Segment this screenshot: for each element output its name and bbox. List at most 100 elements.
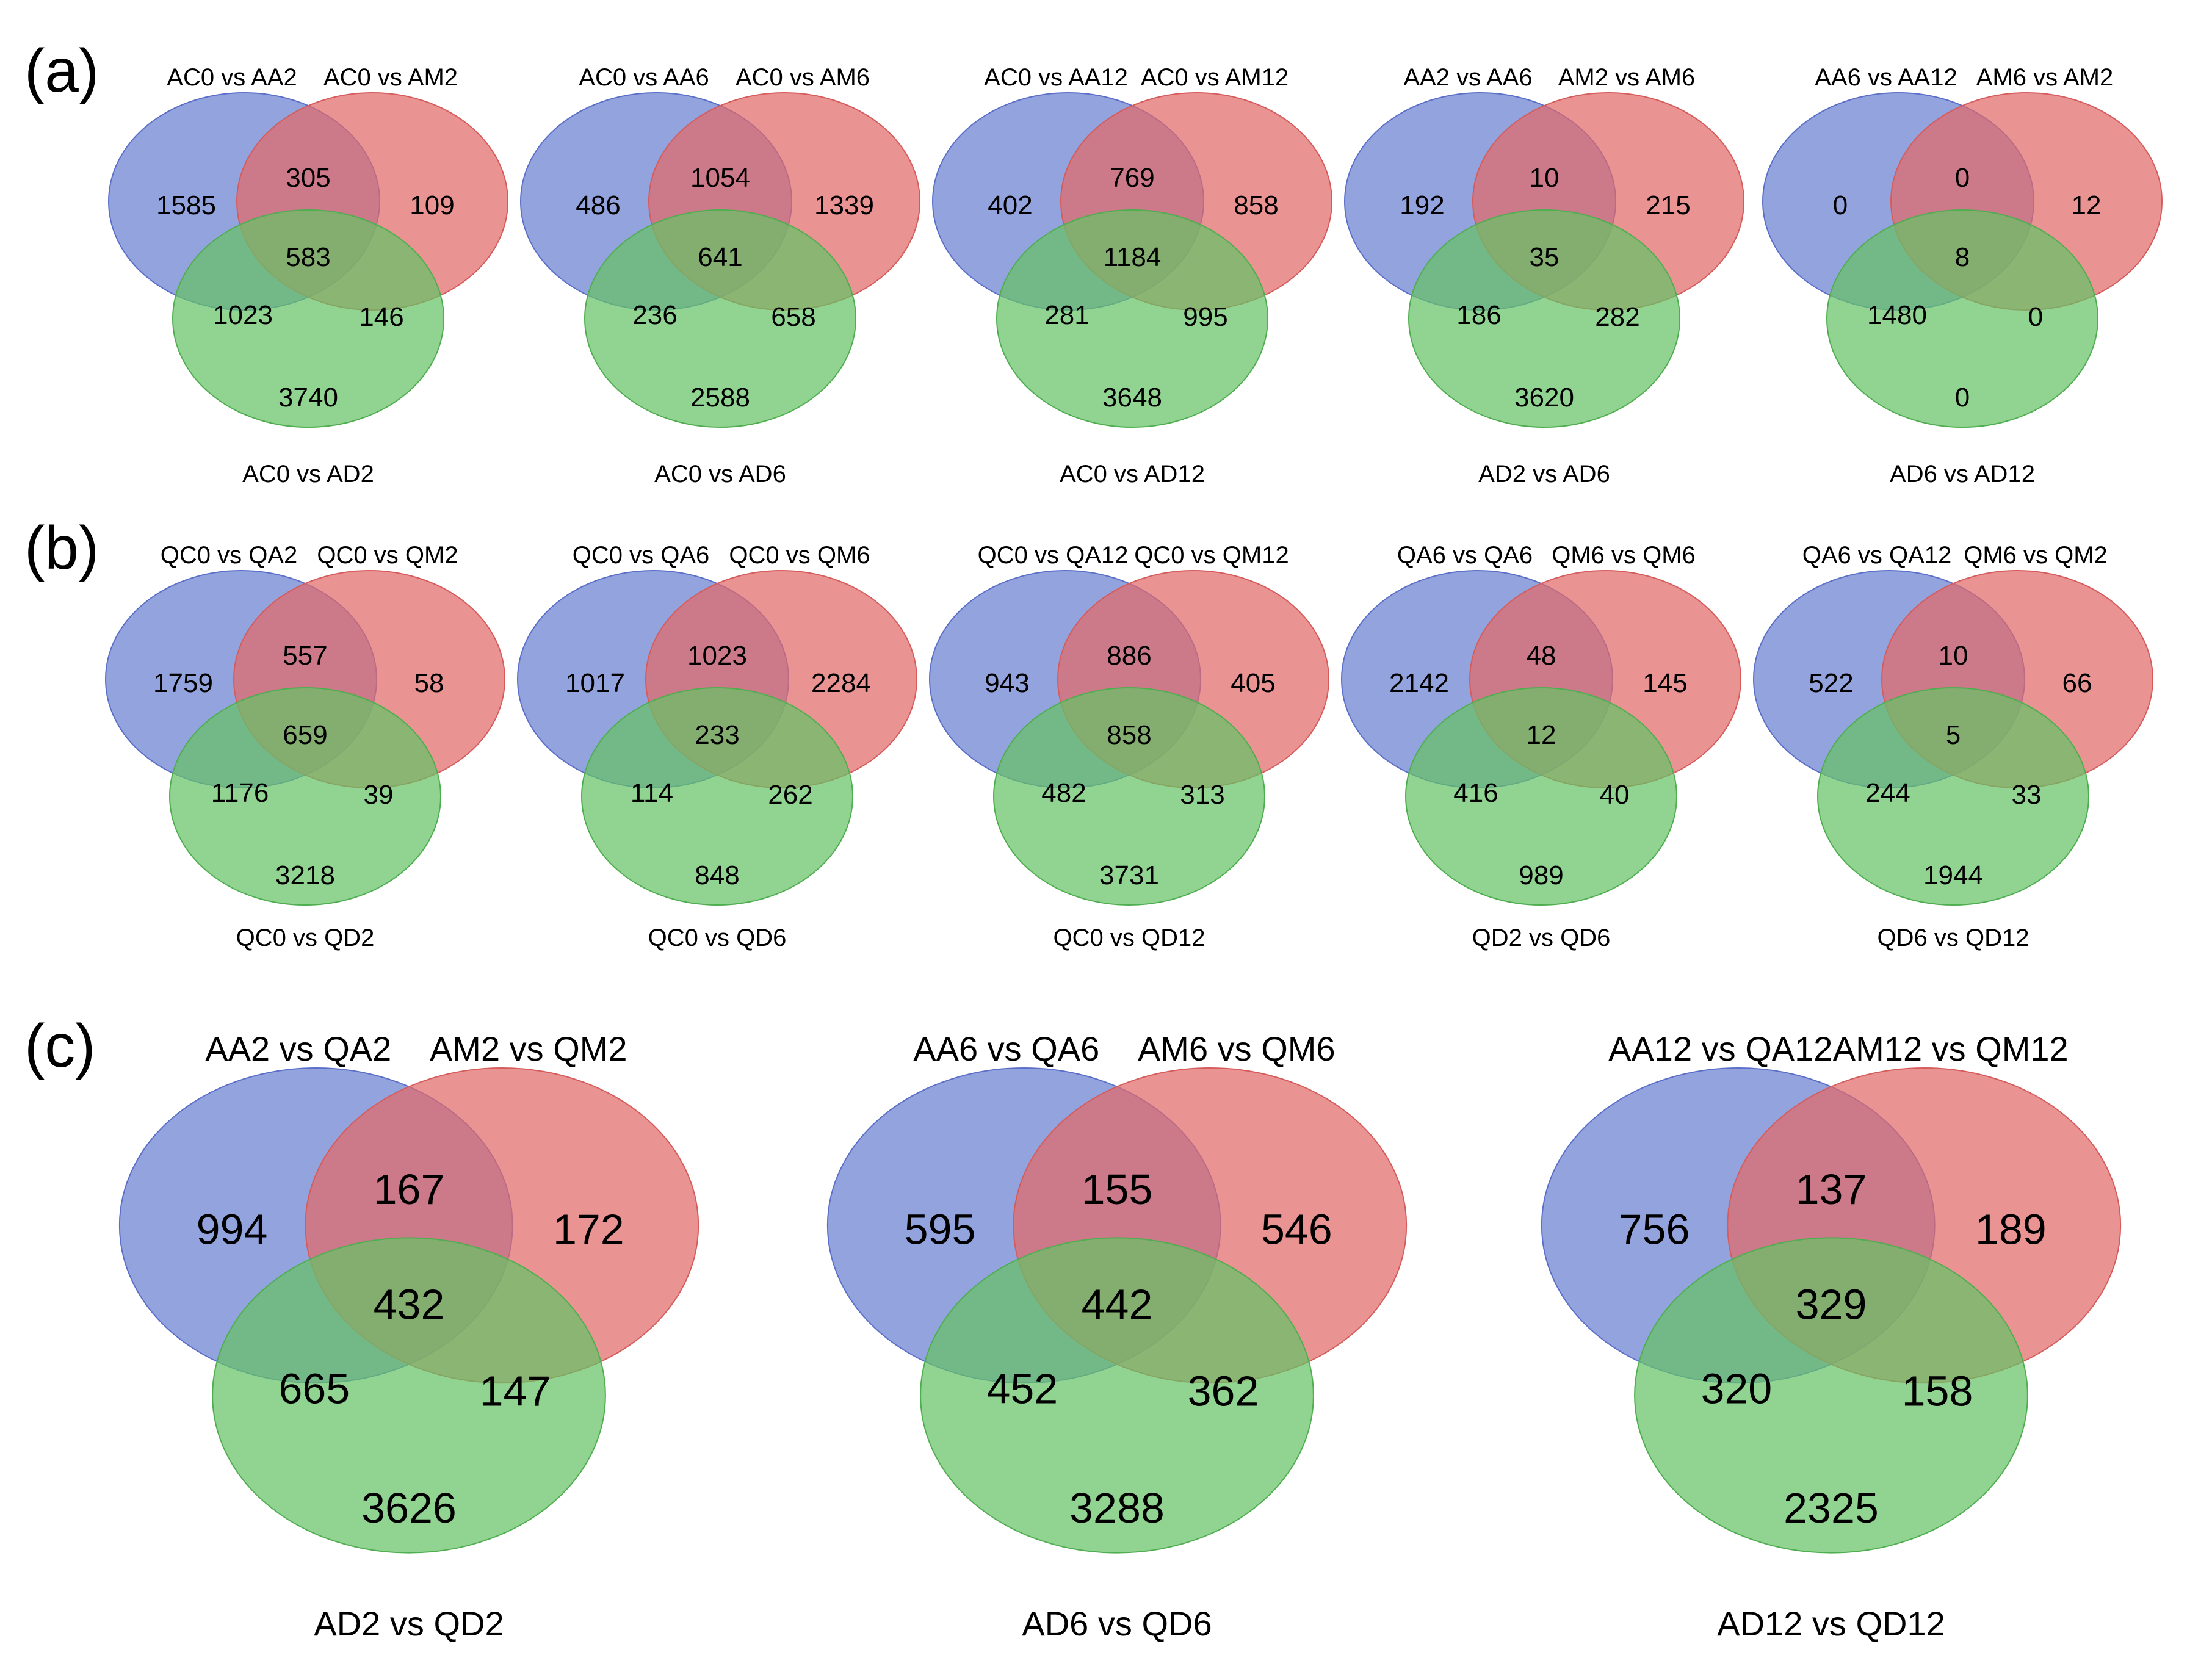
count-ab: 10 [1530, 163, 1560, 193]
count-abc: 1184 [1104, 242, 1162, 272]
count-ab: 305 [286, 163, 330, 193]
count-ac: 1480 [1867, 300, 1927, 330]
count-ab: 1023 [687, 641, 747, 671]
count-ab: 769 [1110, 163, 1154, 193]
count-ac: 452 [986, 1365, 1058, 1412]
set-b-label: QM6 vs QM6 [1552, 542, 1696, 569]
count-ab: 137 [1796, 1166, 1867, 1213]
count-ab: 886 [1107, 641, 1151, 671]
set-c-label: AD6 vs AD12 [1890, 461, 2035, 488]
count-b-only: 58 [414, 668, 444, 698]
panel-letter-c: (c) [24, 1012, 96, 1080]
count-bc: 995 [1183, 302, 1227, 332]
count-ac: 244 [1865, 778, 1910, 808]
venn-2-1: AA6 vs QA6 AM6 vs QM6 AD6 vs QD6 595 155 546 4… [826, 1029, 1408, 1643]
count-a-only: 1017 [565, 668, 625, 698]
set-c-circle [1826, 209, 2098, 428]
count-bc: 313 [1180, 780, 1224, 810]
count-c-only: 3218 [275, 860, 335, 890]
venn-1-4: QA6 vs QA12 QM6 vs QM2 QD6 vs QD12 522 10 66 5… [1753, 542, 2153, 951]
count-ac: 281 [1044, 300, 1089, 330]
count-b-only: 172 [553, 1205, 624, 1253]
set-c-label: AC0 vs AD12 [1060, 461, 1205, 488]
count-bc: 33 [2012, 780, 2042, 810]
count-b-only: 858 [1234, 190, 1278, 220]
count-b-only: 2284 [811, 668, 871, 698]
count-c-only: 3626 [361, 1484, 457, 1532]
set-a-label: AA2 vs QA2 [205, 1029, 391, 1068]
set-b-label: AM2 vs AM6 [1558, 64, 1696, 91]
count-b-only: 405 [1231, 668, 1275, 698]
set-c-circle [212, 1237, 606, 1554]
count-abc: 12 [1527, 720, 1556, 750]
panel-letter-b: (b) [24, 514, 99, 582]
set-c-label: AD2 vs AD6 [1478, 461, 1610, 488]
set-b-label: QC0 vs QM12 [1134, 542, 1289, 569]
set-a-label: AA12 vs QA12 [1608, 1029, 1832, 1068]
count-ac: 186 [1456, 300, 1501, 330]
count-c-only: 2325 [1784, 1484, 1879, 1532]
set-b-label: QC0 vs QM2 [317, 542, 458, 569]
count-abc: 233 [695, 720, 739, 750]
count-bc: 147 [480, 1368, 551, 1415]
set-b-label: AM12 vs QM12 [1833, 1029, 2069, 1068]
count-a-only: 2142 [1389, 668, 1449, 698]
count-c-only: 1944 [1923, 860, 1983, 890]
count-b-only: 546 [1261, 1205, 1332, 1253]
count-c-only: 989 [1519, 860, 1563, 890]
count-b-only: 12 [2072, 190, 2102, 220]
count-ac: 482 [1041, 778, 1086, 808]
count-b-only: 66 [2062, 668, 2092, 698]
set-c-label: AD12 vs QD12 [1717, 1604, 1945, 1643]
set-c-circle [1408, 209, 1680, 428]
set-a-label: QA6 vs QA12 [1802, 542, 1952, 569]
set-b-label: AC0 vs AM6 [736, 64, 870, 91]
set-a-label: AC0 vs AA2 [167, 64, 297, 91]
set-b-label: AC0 vs AM12 [1141, 64, 1289, 91]
count-ab: 10 [1939, 641, 1968, 671]
set-c-label: AD6 vs QD6 [1022, 1604, 1212, 1643]
count-bc: 146 [359, 302, 403, 332]
venn-1-1: QC0 vs QA6 QC0 vs QM6 QC0 vs QD6 1017 1023 22… [517, 542, 917, 951]
count-a-only: 1585 [156, 190, 216, 220]
set-c-label: QC0 vs QD12 [1054, 925, 1205, 951]
venn-0-2: AC0 vs AA12 AC0 vs AM12 AC0 vs AD12 402 769 8… [932, 64, 1332, 488]
count-c-only: 0 [1955, 383, 1970, 413]
count-ac: 665 [278, 1365, 350, 1412]
venn-2-2: AA12 vs QA12 AM12 vs QM12 AD12 vs QD12 756 1… [1541, 1029, 2122, 1643]
count-abc: 432 [374, 1281, 445, 1329]
set-c-circle [1405, 687, 1677, 906]
set-c-label: AD2 vs QD2 [314, 1604, 504, 1643]
count-b-only: 189 [1975, 1205, 2047, 1253]
set-c-circle [1634, 1237, 2028, 1554]
count-b-only: 1339 [814, 190, 874, 220]
count-ac: 114 [631, 778, 673, 808]
count-ac: 320 [1701, 1365, 1772, 1412]
set-c-label: QD6 vs QD12 [1878, 925, 2029, 951]
count-c-only: 2588 [690, 383, 750, 413]
set-a-label: AC0 vs AA12 [984, 64, 1128, 91]
set-c-circle [1817, 687, 2089, 906]
count-a-only: 595 [905, 1205, 976, 1253]
count-abc: 641 [698, 242, 742, 272]
count-c-only: 3648 [1102, 383, 1162, 413]
set-c-circle [920, 1237, 1314, 1554]
count-ab: 1054 [690, 163, 750, 193]
count-a-only: 1759 [153, 668, 213, 698]
count-a-only: 756 [1619, 1205, 1690, 1253]
set-b-label: QC0 vs QM6 [729, 542, 870, 569]
set-c-circle [169, 687, 441, 906]
panel-letter-a: (a) [24, 37, 99, 105]
count-ab: 0 [1955, 163, 1970, 193]
count-a-only: 943 [985, 668, 1029, 698]
count-bc: 40 [1600, 780, 1630, 810]
set-a-label: AC0 vs AA6 [579, 64, 709, 91]
set-c-circle [584, 209, 856, 428]
venn-0-3: AA2 vs AA6 AM2 vs AM6 AD2 vs AD6 192 10 215 35… [1344, 64, 1744, 488]
count-abc: 5 [1946, 720, 1961, 750]
count-ab: 557 [283, 641, 327, 671]
count-a-only: 0 [1833, 190, 1848, 220]
set-c-label: AC0 vs AD2 [242, 461, 374, 488]
count-abc: 659 [283, 720, 327, 750]
